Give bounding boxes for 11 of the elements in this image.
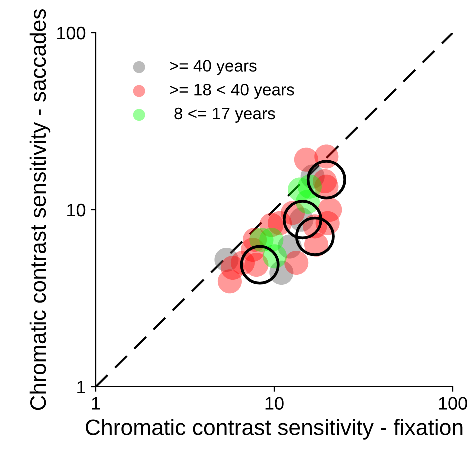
x-tick-label: 10	[266, 397, 284, 410]
y-tick-label: 10	[68, 204, 86, 217]
legend-label: >= 18 < 40 years	[170, 84, 294, 100]
legend-label: >= 40 years	[170, 60, 257, 76]
y-tick-label: 100	[58, 26, 86, 40]
legend-label: 8 <= 17 years	[174, 108, 276, 123]
y-tick-label: 1	[78, 381, 86, 394]
x-tick-label: 1	[92, 397, 100, 410]
x-axis-title: Chromatic contrast sensitivity - fixation	[86, 419, 463, 440]
x-tick-label: 100	[439, 397, 468, 410]
y-axis-title: Chromatic contrast sensitivity - saccades	[30, 9, 51, 410]
